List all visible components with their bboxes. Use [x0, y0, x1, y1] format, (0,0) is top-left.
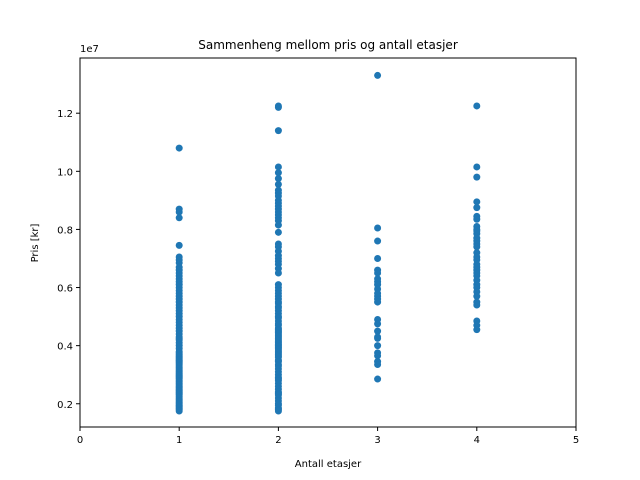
y-offset-label: 1e7	[80, 44, 99, 55]
x-tick-label: 0	[77, 435, 83, 446]
plot-area-frame	[79, 57, 577, 428]
data-point	[175, 241, 183, 249]
data-point	[175, 214, 183, 222]
data-point	[374, 71, 382, 79]
y-tick-label: 0.4	[57, 342, 73, 353]
data-point	[274, 180, 282, 188]
data-points	[175, 71, 481, 415]
data-point	[374, 375, 382, 383]
data-point	[274, 127, 282, 135]
data-point	[274, 304, 282, 312]
x-tick-label: 1	[176, 435, 182, 446]
data-point	[274, 221, 282, 229]
data-point	[374, 334, 382, 342]
data-point	[374, 352, 382, 360]
x-tick-label: 5	[573, 435, 579, 446]
x-tick-label: 4	[474, 435, 480, 446]
data-point	[374, 237, 382, 245]
data-point	[473, 243, 481, 251]
data-point	[473, 301, 481, 309]
data-point	[274, 169, 282, 177]
data-point	[274, 175, 282, 183]
y-tick-label: 0.6	[57, 284, 73, 295]
y-axis-ticks: 0.2 0.4 0.6 0.8 1.0 1.2	[57, 109, 80, 411]
data-point	[175, 144, 183, 152]
y-tick-label: 0.8	[57, 225, 73, 236]
data-point	[175, 334, 183, 342]
data-point	[374, 327, 382, 335]
data-point	[175, 208, 183, 216]
y-tick-label: 1.0	[57, 167, 73, 178]
x-axis-ticks: 0 1 2 3 4 5	[77, 427, 579, 446]
x-tick-label: 3	[374, 435, 380, 446]
data-point	[473, 163, 481, 171]
data-point	[473, 215, 481, 223]
y-axis-label: Pris [kr]	[30, 223, 41, 262]
data-point	[473, 227, 481, 235]
data-point	[274, 269, 282, 277]
data-point	[374, 224, 382, 232]
data-point	[374, 289, 382, 297]
x-tick-label: 2	[275, 435, 281, 446]
data-point	[374, 269, 382, 277]
chart-title: Sammenheng mellom pris og antall etasjer	[198, 38, 458, 52]
data-point	[175, 349, 183, 357]
data-point	[473, 269, 481, 277]
data-point	[274, 163, 282, 171]
data-point	[473, 326, 481, 334]
data-point	[473, 204, 481, 212]
data-point	[274, 103, 282, 111]
data-point	[374, 298, 382, 306]
data-point	[274, 228, 282, 236]
data-point	[374, 361, 382, 369]
y-tick-label: 0.2	[57, 400, 73, 411]
data-point	[473, 292, 481, 300]
data-point	[473, 102, 481, 110]
data-point	[374, 342, 382, 350]
data-point	[274, 407, 282, 415]
x-axis-label: Antall etasjer	[295, 459, 362, 470]
data-point	[374, 320, 382, 328]
data-point	[473, 173, 481, 181]
data-point	[473, 198, 481, 206]
data-point	[374, 254, 382, 262]
y-tick-label: 1.2	[57, 109, 73, 120]
data-point	[175, 407, 183, 415]
